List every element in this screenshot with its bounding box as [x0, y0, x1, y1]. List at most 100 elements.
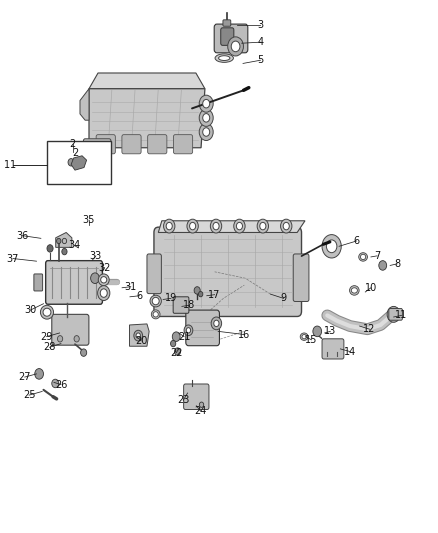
FancyBboxPatch shape [389, 309, 403, 320]
Ellipse shape [100, 289, 107, 297]
Text: 27: 27 [18, 372, 31, 382]
Ellipse shape [281, 219, 292, 233]
Text: 31: 31 [125, 282, 137, 292]
Circle shape [198, 292, 203, 297]
Ellipse shape [43, 308, 51, 316]
Text: 13: 13 [324, 326, 336, 336]
Circle shape [194, 287, 200, 294]
Polygon shape [158, 221, 305, 232]
Circle shape [387, 306, 400, 322]
Circle shape [170, 341, 176, 347]
Ellipse shape [186, 328, 191, 333]
Circle shape [199, 402, 204, 407]
Ellipse shape [152, 297, 159, 305]
Ellipse shape [203, 100, 210, 108]
Text: 15: 15 [305, 335, 318, 345]
FancyBboxPatch shape [52, 314, 89, 345]
Polygon shape [56, 232, 72, 247]
Ellipse shape [98, 274, 109, 286]
Text: 22: 22 [170, 348, 183, 358]
Circle shape [172, 332, 180, 342]
Text: 3: 3 [258, 20, 264, 30]
Text: 11: 11 [396, 310, 408, 320]
Ellipse shape [203, 128, 210, 136]
Text: 8: 8 [394, 259, 400, 269]
Text: 4: 4 [258, 37, 264, 47]
Ellipse shape [166, 222, 172, 230]
Ellipse shape [231, 41, 240, 52]
Circle shape [47, 245, 53, 252]
Circle shape [57, 238, 61, 244]
Text: 14: 14 [344, 346, 356, 357]
Ellipse shape [199, 124, 213, 141]
Ellipse shape [184, 325, 193, 336]
Circle shape [62, 238, 67, 244]
Polygon shape [71, 156, 87, 170]
Text: 7: 7 [374, 251, 380, 261]
Ellipse shape [199, 95, 213, 112]
Text: 30: 30 [24, 305, 36, 315]
Text: 1: 1 [10, 160, 16, 171]
Ellipse shape [326, 240, 337, 253]
Text: 23: 23 [177, 395, 189, 406]
FancyBboxPatch shape [83, 139, 111, 163]
Ellipse shape [163, 219, 175, 233]
Ellipse shape [153, 312, 158, 317]
Polygon shape [89, 88, 205, 148]
Text: 5: 5 [258, 55, 264, 65]
FancyBboxPatch shape [148, 135, 167, 154]
Ellipse shape [360, 254, 366, 260]
Ellipse shape [351, 288, 357, 293]
Text: 1: 1 [4, 160, 11, 171]
Circle shape [57, 336, 63, 342]
Ellipse shape [234, 219, 245, 233]
Circle shape [62, 248, 67, 255]
FancyBboxPatch shape [46, 261, 102, 304]
FancyBboxPatch shape [96, 135, 115, 154]
Text: 2: 2 [73, 149, 79, 158]
FancyBboxPatch shape [293, 254, 309, 302]
Polygon shape [89, 73, 205, 88]
Circle shape [313, 326, 321, 337]
Text: 19: 19 [165, 293, 177, 303]
Circle shape [91, 273, 99, 284]
Ellipse shape [213, 222, 219, 230]
Ellipse shape [302, 335, 306, 339]
Ellipse shape [136, 333, 141, 338]
Text: 24: 24 [194, 406, 207, 416]
Text: 34: 34 [68, 240, 80, 250]
Text: 6: 6 [137, 290, 143, 301]
FancyBboxPatch shape [221, 28, 234, 45]
Ellipse shape [134, 330, 143, 341]
Ellipse shape [187, 219, 198, 233]
Text: 32: 32 [99, 263, 111, 272]
Text: 12: 12 [364, 324, 376, 334]
Ellipse shape [203, 114, 210, 122]
FancyBboxPatch shape [223, 20, 231, 26]
Text: 17: 17 [208, 289, 221, 300]
Ellipse shape [228, 37, 244, 56]
Ellipse shape [300, 333, 308, 341]
Ellipse shape [190, 222, 196, 230]
FancyBboxPatch shape [173, 297, 189, 313]
Text: 26: 26 [55, 379, 67, 390]
Circle shape [35, 368, 43, 379]
Text: 29: 29 [40, 332, 53, 342]
Bar [46, 141, 111, 184]
FancyBboxPatch shape [322, 339, 344, 359]
FancyBboxPatch shape [186, 310, 219, 346]
Text: 20: 20 [135, 336, 148, 346]
Circle shape [174, 348, 180, 356]
FancyBboxPatch shape [92, 145, 99, 160]
Circle shape [81, 349, 87, 357]
Polygon shape [80, 88, 89, 120]
FancyBboxPatch shape [122, 135, 141, 154]
FancyBboxPatch shape [173, 135, 193, 154]
FancyBboxPatch shape [85, 145, 92, 160]
Ellipse shape [98, 286, 110, 301]
Polygon shape [130, 324, 149, 346]
Ellipse shape [215, 54, 233, 62]
Ellipse shape [150, 295, 161, 307]
Ellipse shape [260, 222, 266, 230]
FancyBboxPatch shape [214, 24, 248, 53]
